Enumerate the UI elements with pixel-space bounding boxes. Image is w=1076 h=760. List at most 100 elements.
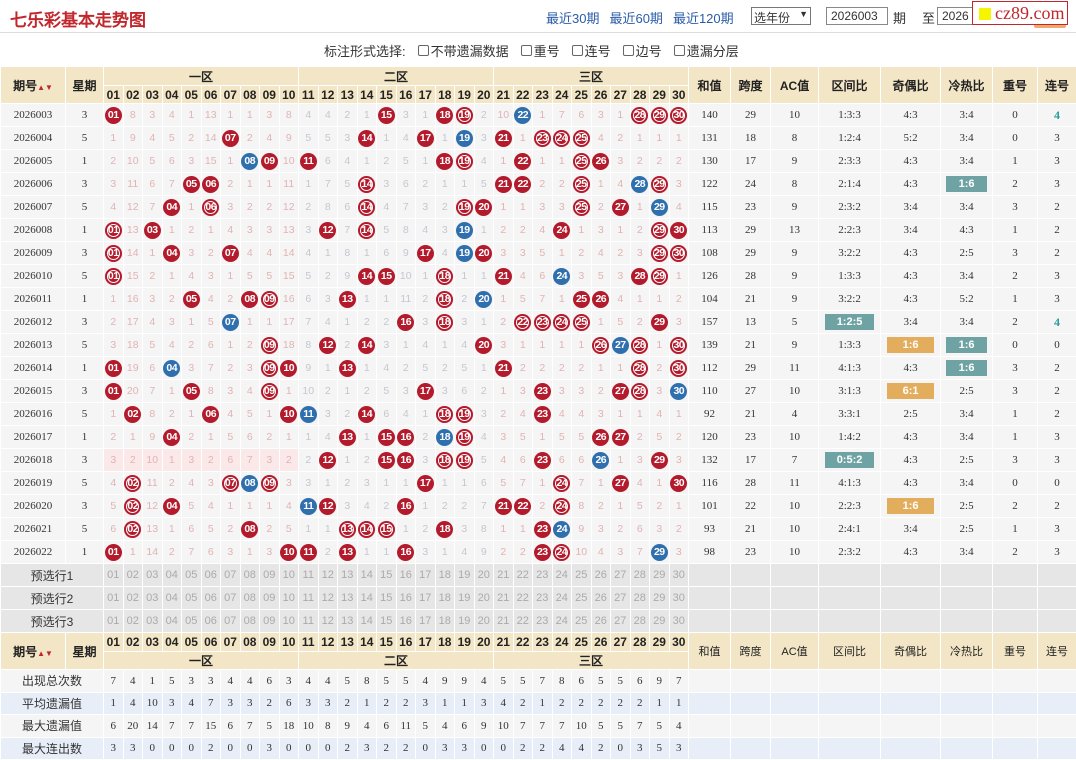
preselect-number[interactable]: 21	[493, 586, 514, 610]
preselect-number[interactable]: 19	[454, 586, 475, 610]
preselect-number[interactable]: 24	[551, 586, 573, 610]
preselect-number[interactable]: 30	[668, 586, 690, 610]
preselect-number[interactable]: 20	[473, 609, 495, 633]
preselect-number[interactable]: 09	[259, 609, 280, 633]
preselect-number[interactable]: 28	[629, 609, 651, 633]
preselect-number[interactable]: 24	[551, 609, 573, 633]
preselect-number[interactable]: 27	[610, 609, 631, 633]
checkbox[interactable]	[520, 45, 532, 56]
sort-icon[interactable]: ▲▼	[37, 82, 53, 92]
preselect-number[interactable]: 03	[142, 609, 163, 633]
preselect-number[interactable]: 01	[103, 563, 124, 587]
preselect-number[interactable]: 21	[493, 609, 514, 633]
preselect-number[interactable]: 12	[317, 586, 339, 610]
preselect-number[interactable]: 08	[239, 609, 260, 633]
preselect-number[interactable]: 02	[122, 609, 143, 633]
checkbox[interactable]	[571, 45, 583, 56]
preselect-number[interactable]: 02	[122, 563, 143, 587]
preselect-number[interactable]: 07	[220, 609, 241, 633]
preselect-number[interactable]: 01	[103, 609, 124, 633]
preselect-number[interactable]: 28	[629, 586, 651, 610]
year-select[interactable]: 选年份 ▼	[751, 7, 811, 25]
preselect-number[interactable]: 26	[590, 563, 612, 587]
preselect-number[interactable]: 19	[454, 563, 475, 587]
option-no-miss-data[interactable]: 不带遗漏数据	[417, 41, 509, 60]
link-recent-60[interactable]: 最近60期	[609, 11, 663, 26]
preselect-number[interactable]: 16	[395, 586, 417, 610]
preselect-number[interactable]: 10	[278, 563, 300, 587]
option-miss-layer[interactable]: 遗漏分层	[673, 41, 739, 60]
preselect-number[interactable]: 12	[317, 563, 339, 587]
preselect-number[interactable]: 12	[317, 609, 339, 633]
preselect-number[interactable]: 22	[512, 609, 534, 633]
preselect-number[interactable]: 03	[142, 586, 163, 610]
preselect-number[interactable]: 25	[571, 586, 592, 610]
preselect-number[interactable]: 04	[161, 563, 182, 587]
preselect-number[interactable]: 29	[649, 586, 670, 610]
footer-period[interactable]: 期号▲▼	[0, 632, 66, 670]
preselect-number[interactable]: 08	[239, 586, 260, 610]
preselect-number[interactable]: 18	[434, 563, 456, 587]
preselect-number[interactable]: 14	[356, 586, 378, 610]
preselect-number[interactable]: 07	[220, 586, 241, 610]
preselect-number[interactable]: 18	[434, 586, 456, 610]
preselect-number[interactable]: 11	[298, 609, 319, 633]
preselect-number[interactable]: 04	[161, 586, 182, 610]
preselect-number[interactable]: 26	[590, 609, 612, 633]
preselect-number[interactable]: 30	[668, 563, 690, 587]
preselect-number[interactable]: 05	[181, 563, 202, 587]
preselect-number[interactable]: 19	[454, 609, 475, 633]
link-recent-30[interactable]: 最近30期	[546, 11, 600, 26]
preselect-number[interactable]: 11	[298, 586, 319, 610]
checkbox[interactable]	[673, 45, 685, 56]
preselect-number[interactable]: 01	[103, 586, 124, 610]
preselect-number[interactable]: 26	[590, 586, 612, 610]
preselect-number[interactable]: 20	[473, 563, 495, 587]
preselect-number[interactable]: 24	[551, 563, 573, 587]
preselect-number[interactable]: 06	[200, 609, 221, 633]
preselect-number[interactable]: 28	[629, 563, 651, 587]
preselect-number[interactable]: 16	[395, 609, 417, 633]
preselect-number[interactable]: 15	[376, 609, 397, 633]
preselect-number[interactable]: 02	[122, 586, 143, 610]
preselect-number[interactable]: 14	[356, 563, 378, 587]
preselect-number[interactable]: 10	[278, 609, 300, 633]
sort-icon[interactable]: ▲▼	[37, 648, 53, 658]
option-repeat[interactable]: 重号	[520, 41, 560, 60]
preselect-number[interactable]: 14	[356, 609, 378, 633]
preselect-number[interactable]: 04	[161, 609, 182, 633]
checkbox[interactable]	[622, 45, 634, 56]
query-button[interactable]	[1034, 22, 1066, 28]
link-recent-120[interactable]: 最近120期	[672, 11, 734, 26]
preselect-number[interactable]: 23	[532, 609, 553, 633]
preselect-number[interactable]: 17	[415, 586, 436, 610]
from-period-input[interactable]: 2026003	[826, 7, 888, 25]
preselect-number[interactable]: 05	[181, 586, 202, 610]
preselect-number[interactable]: 22	[512, 586, 534, 610]
preselect-number[interactable]: 23	[532, 586, 553, 610]
preselect-number[interactable]: 07	[220, 563, 241, 587]
preselect-number[interactable]: 05	[181, 609, 202, 633]
preselect-number[interactable]: 27	[610, 563, 631, 587]
checkbox[interactable]	[417, 45, 429, 56]
preselect-number[interactable]: 17	[415, 563, 436, 587]
preselect-number[interactable]: 25	[571, 609, 592, 633]
preselect-number[interactable]: 06	[200, 586, 221, 610]
preselect-number[interactable]: 03	[142, 563, 163, 587]
preselect-number[interactable]: 08	[239, 563, 260, 587]
preselect-number[interactable]: 25	[571, 563, 592, 587]
preselect-number[interactable]: 17	[415, 609, 436, 633]
preselect-number[interactable]: 06	[200, 563, 221, 587]
preselect-number[interactable]: 16	[395, 563, 417, 587]
preselect-number[interactable]: 11	[298, 563, 319, 587]
preselect-number[interactable]: 09	[259, 563, 280, 587]
preselect-number[interactable]: 10	[278, 586, 300, 610]
preselect-number[interactable]: 30	[668, 609, 690, 633]
preselect-number[interactable]: 15	[376, 586, 397, 610]
preselect-number[interactable]: 13	[337, 563, 358, 587]
preselect-number[interactable]: 09	[259, 586, 280, 610]
preselect-number[interactable]: 29	[649, 563, 670, 587]
preselect-number[interactable]: 21	[493, 563, 514, 587]
preselect-number[interactable]: 23	[532, 563, 553, 587]
preselect-number[interactable]: 22	[512, 563, 534, 587]
